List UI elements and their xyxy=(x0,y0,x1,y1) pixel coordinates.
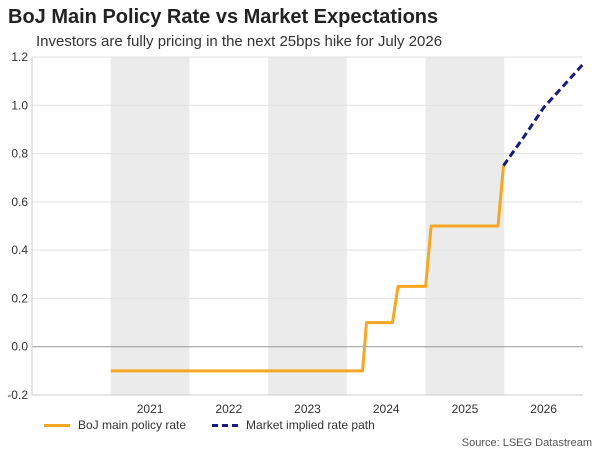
y-tick-label: 0.0 xyxy=(11,340,28,354)
x-tick-label: 2022 xyxy=(215,402,242,416)
year-band-2023 xyxy=(268,57,347,395)
y-tick-label: 1.2 xyxy=(11,50,28,64)
x-tick-label: 2024 xyxy=(373,402,400,416)
series-line-policy-rate xyxy=(110,165,505,373)
legend-label-market-path: Market implied rate path xyxy=(246,418,375,432)
y-tick-label: 0.6 xyxy=(11,195,28,209)
legend-label-policy-rate: BoJ main policy rate xyxy=(78,418,187,432)
chart-title: BoJ Main Policy Rate vs Market Expectati… xyxy=(8,6,439,28)
y-tick-label: 0.2 xyxy=(11,291,28,305)
y-tick-label: 0.8 xyxy=(11,147,28,161)
legend-item-policy-rate: BoJ main policy rate xyxy=(44,418,186,432)
series-line-market-path xyxy=(502,63,585,167)
x-tick-label: 2026 xyxy=(530,402,557,416)
chart-subtitle: Investors are fully pricing in the next … xyxy=(36,33,443,50)
y-tick-label: 1.0 xyxy=(11,98,28,112)
legend-item-market-path: Market implied rate path xyxy=(212,418,375,432)
legend-swatch-policy-rate xyxy=(44,423,70,427)
x-tick-label: 2021 xyxy=(137,402,164,416)
y-tick-label: 0.4 xyxy=(11,243,28,257)
chart-source: Source: LSEG Datastream xyxy=(461,437,592,449)
year-band-2021 xyxy=(110,57,190,395)
x-tick-label: 2025 xyxy=(452,402,479,416)
legend-swatch-market-path xyxy=(212,423,239,427)
y-tick-label: -0.2 xyxy=(7,388,28,402)
x-tick-label: 2023 xyxy=(294,402,321,416)
chart-legend: BoJ main policy rate Market implied rate… xyxy=(44,418,401,432)
